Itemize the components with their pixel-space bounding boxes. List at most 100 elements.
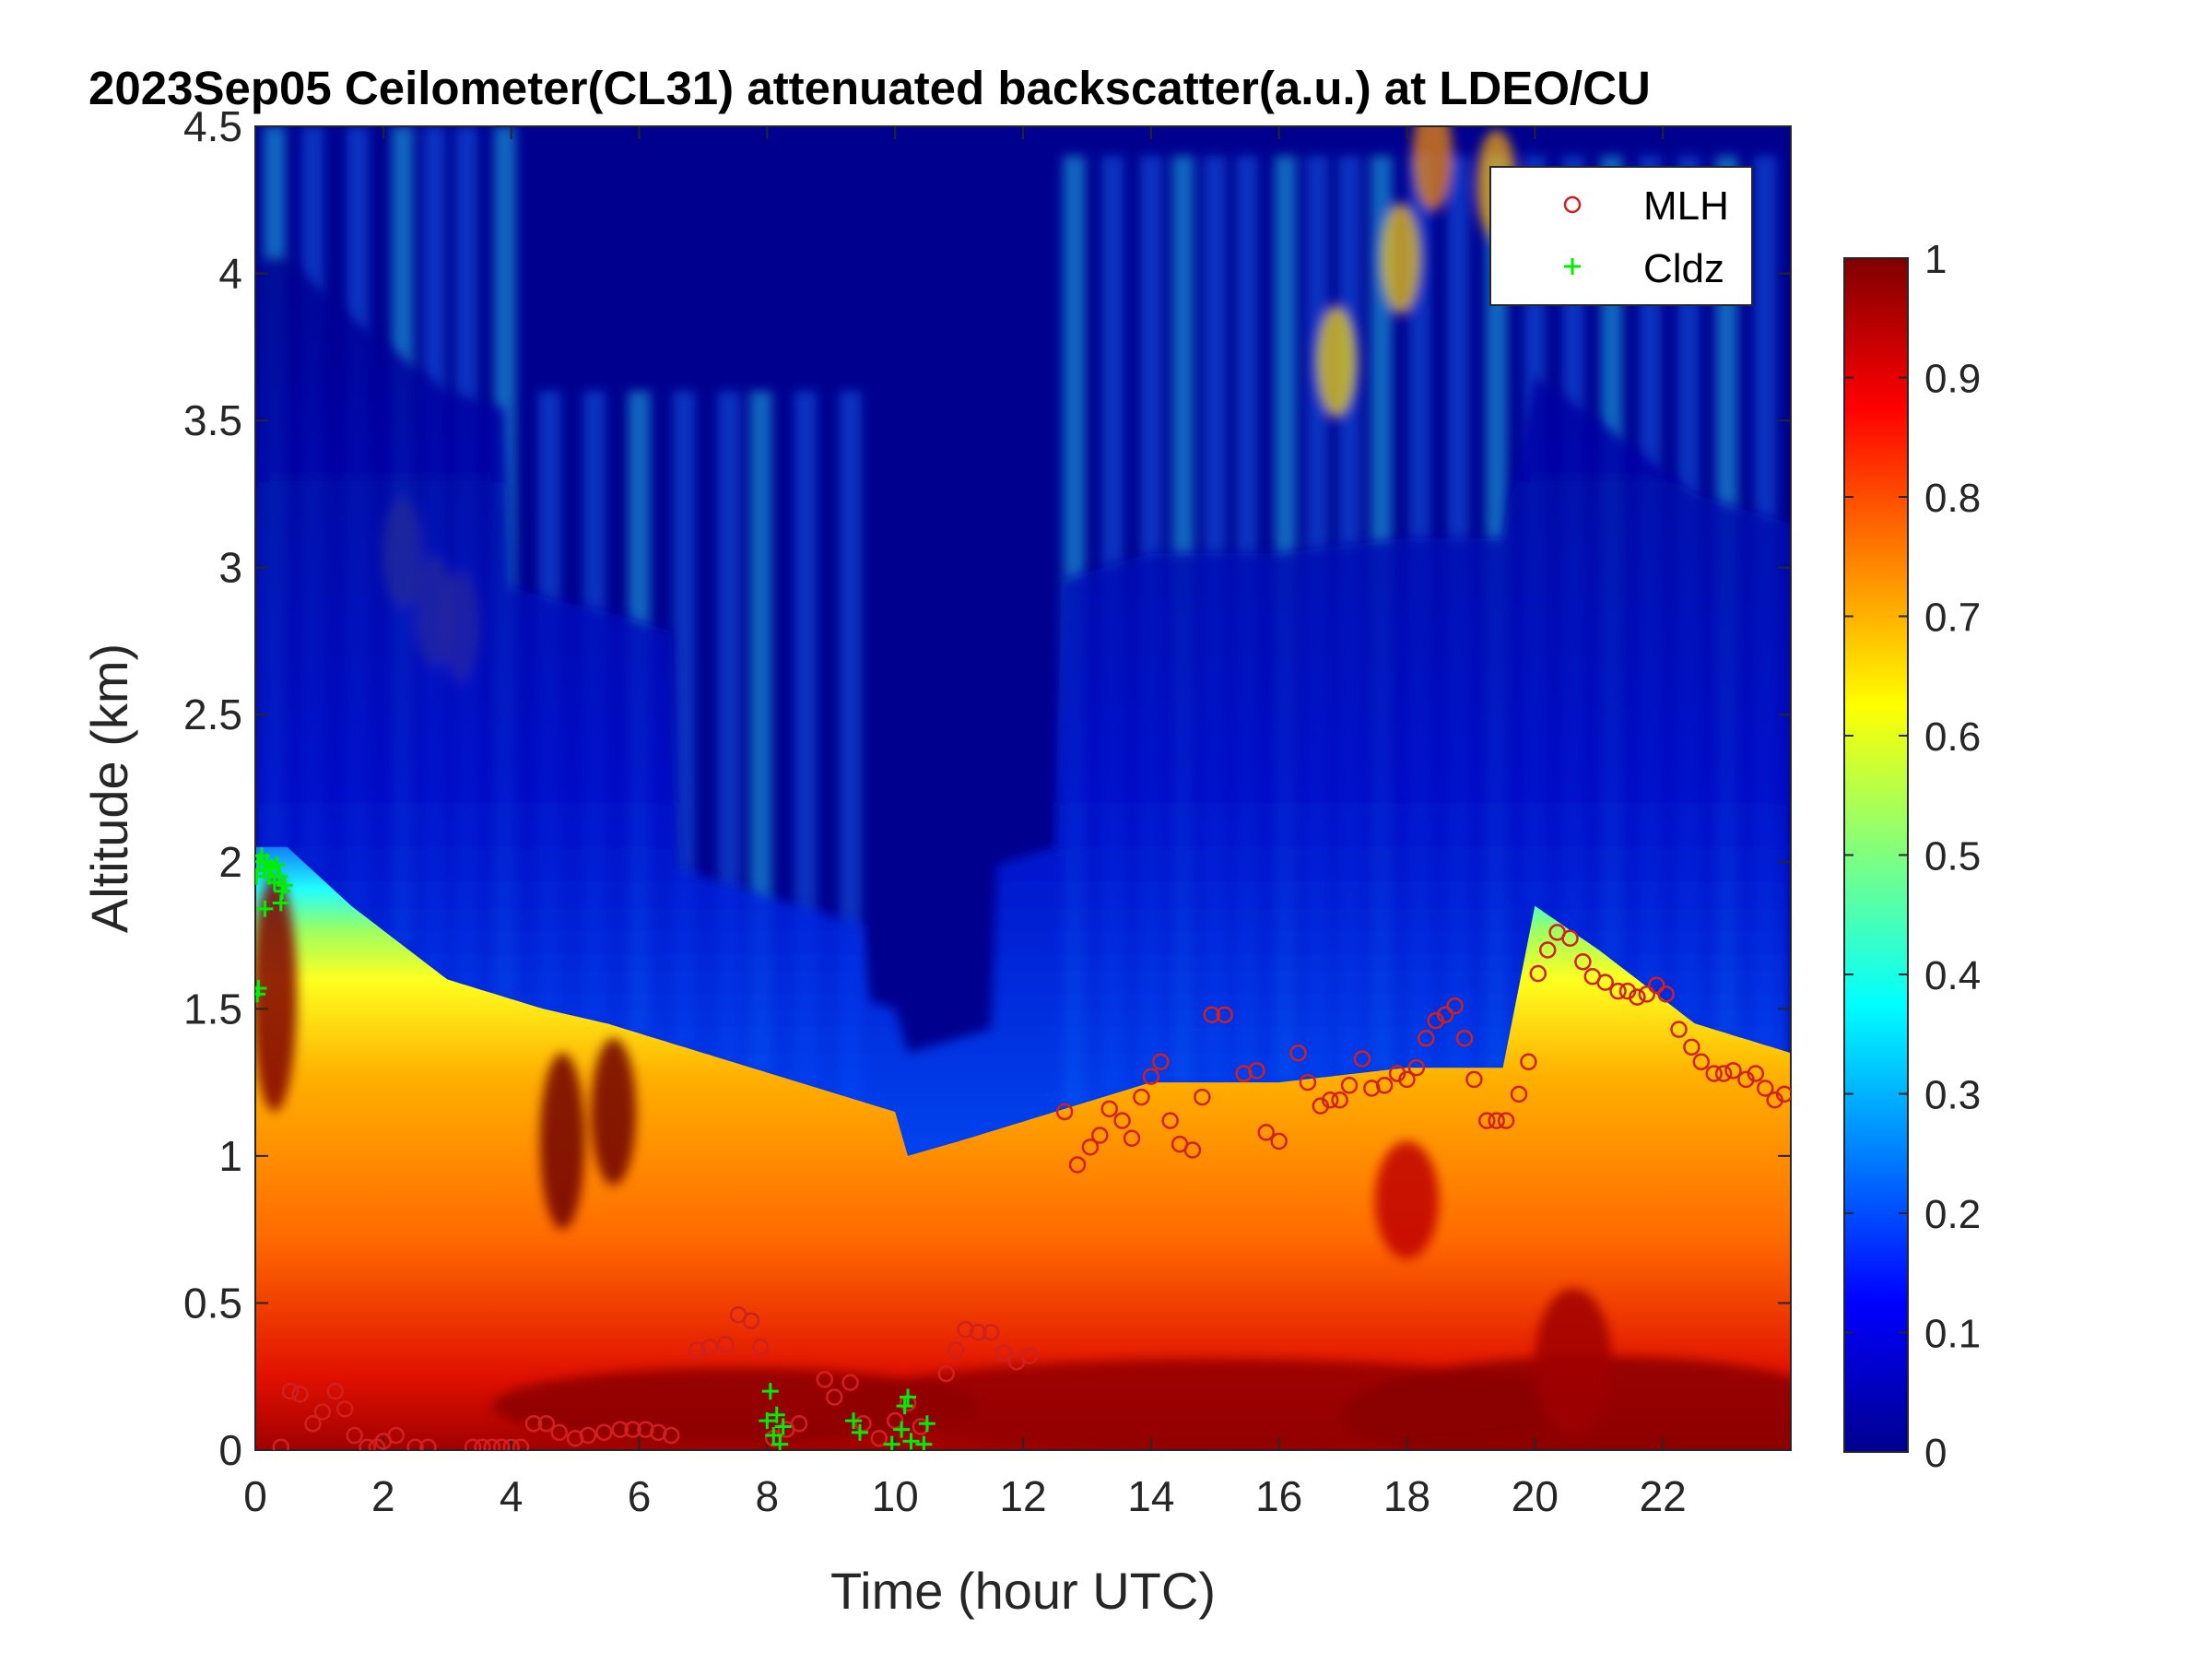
mlh-point bbox=[662, 1426, 680, 1445]
mlh-point bbox=[716, 1335, 735, 1353]
mlh-point bbox=[313, 1403, 332, 1421]
cldz-point bbox=[276, 877, 293, 894]
mlh-point bbox=[1692, 1053, 1711, 1071]
mlh-point bbox=[1133, 1088, 1150, 1106]
colorbar-tick-label: 0.5 bbox=[1924, 834, 1981, 879]
mlh-point bbox=[1418, 1029, 1435, 1047]
y-tick-label: 1 bbox=[218, 1132, 242, 1180]
mlh-point bbox=[1248, 1062, 1265, 1080]
mlh-point bbox=[611, 1421, 629, 1438]
mlh-point bbox=[387, 1426, 405, 1445]
mlh-point bbox=[1321, 1092, 1339, 1109]
mlh-point bbox=[493, 1438, 511, 1450]
cldz-point bbox=[918, 1415, 935, 1433]
mlh-point bbox=[1203, 1006, 1221, 1023]
colorbar-tick-label: 0.9 bbox=[1924, 357, 1981, 402]
x-tick-label: 18 bbox=[1383, 1472, 1430, 1520]
backscatter-hotspot bbox=[255, 876, 298, 1112]
cldz-point bbox=[902, 1433, 920, 1450]
mlh-point bbox=[579, 1426, 597, 1445]
mlh-point bbox=[790, 1415, 808, 1433]
x-axis-label: Time (hour UTC) bbox=[830, 1562, 1216, 1620]
mlh-point bbox=[1510, 1085, 1528, 1103]
y-tick-label: 2 bbox=[218, 838, 242, 886]
boundary-layer bbox=[255, 846, 1791, 1450]
mlh-point bbox=[1629, 988, 1646, 1006]
mlh-point bbox=[524, 1415, 543, 1433]
mlh-point bbox=[595, 1423, 613, 1442]
mlh-point bbox=[1270, 1132, 1288, 1151]
mlh-point bbox=[1747, 1065, 1765, 1082]
legend-cldz-label: Cldz bbox=[1643, 246, 1724, 291]
mlh-point bbox=[1363, 1080, 1381, 1097]
y-tick-label: 0.5 bbox=[183, 1279, 242, 1327]
x-tick-label: 4 bbox=[500, 1472, 524, 1520]
x-tick-label: 16 bbox=[1255, 1472, 1302, 1520]
mlh-point bbox=[512, 1438, 530, 1450]
x-tick-label: 10 bbox=[872, 1472, 919, 1520]
mlh-point bbox=[1081, 1139, 1100, 1156]
colorbar-ticks: 0 0.1 0.2 0.3 0.4 0.5 0.6 0.7 0.8 0.9 1 bbox=[1844, 237, 1981, 1476]
mlh-point bbox=[1609, 982, 1627, 1000]
mlh-point bbox=[1235, 1065, 1253, 1082]
mlh-point bbox=[281, 1382, 300, 1400]
cldz-point bbox=[256, 900, 274, 917]
y-tick-label: 3.5 bbox=[183, 396, 242, 444]
cldz-point bbox=[774, 1418, 792, 1435]
cldz-point bbox=[771, 1435, 789, 1450]
mlh-point bbox=[1257, 1124, 1276, 1141]
mlh-point bbox=[1113, 1112, 1131, 1129]
mlh-point bbox=[419, 1438, 437, 1450]
mlh-point bbox=[1068, 1156, 1087, 1174]
mlh-point bbox=[1538, 941, 1557, 959]
mlh-point bbox=[1375, 1077, 1394, 1094]
aerosol-patch bbox=[1412, 126, 1453, 211]
colorbar-tick-label: 0.3 bbox=[1924, 1073, 1981, 1118]
cldz-point bbox=[900, 1388, 917, 1406]
mlh-point bbox=[742, 1312, 760, 1329]
mlh-point bbox=[291, 1386, 309, 1403]
x-tick-label: 0 bbox=[243, 1472, 267, 1520]
colorbar-tick-label: 0.8 bbox=[1924, 476, 1981, 521]
mlh-point bbox=[1455, 1029, 1474, 1047]
mlh-point bbox=[994, 1344, 1013, 1362]
mlh-point bbox=[816, 1371, 834, 1388]
mlh-point bbox=[854, 1415, 872, 1433]
mlh-point bbox=[1142, 1068, 1160, 1085]
cldz-point bbox=[851, 1423, 868, 1441]
x-tick-label: 14 bbox=[1127, 1472, 1174, 1520]
colorbar: 0 0.1 0.2 0.3 0.4 0.5 0.6 0.7 0.8 0.9 1 bbox=[1843, 237, 1981, 1476]
mlh-point bbox=[688, 1341, 706, 1359]
mlh-point bbox=[406, 1438, 424, 1450]
mlh-point bbox=[947, 1341, 965, 1359]
legend-cldz-marker bbox=[1564, 258, 1581, 275]
colorbar-tick-label: 0.2 bbox=[1924, 1192, 1981, 1237]
mlh-point bbox=[1724, 1062, 1742, 1080]
mlh-point bbox=[937, 1364, 955, 1383]
mlh-point bbox=[1398, 1070, 1416, 1089]
mlh-point bbox=[483, 1438, 501, 1450]
mlh-point bbox=[1446, 997, 1464, 1015]
mlh-point bbox=[1638, 985, 1656, 1003]
mlh-point bbox=[982, 1324, 1000, 1341]
mlh-point bbox=[1194, 1088, 1211, 1106]
markers bbox=[255, 847, 1791, 1450]
mlh-point bbox=[1714, 1065, 1733, 1082]
mlh-point bbox=[624, 1421, 641, 1438]
x-tick-label: 12 bbox=[999, 1472, 1046, 1520]
chart-title: 2023Sep05 Ceilometer(CL31) attenuated ba… bbox=[88, 62, 1651, 114]
x-tick-label: 6 bbox=[628, 1472, 652, 1520]
x-tick-label: 22 bbox=[1640, 1472, 1687, 1520]
mlh-point bbox=[1657, 985, 1675, 1003]
cldz-point bbox=[896, 1398, 913, 1415]
mlh-point bbox=[1478, 1112, 1496, 1129]
mlh-point bbox=[1055, 1103, 1074, 1121]
y-tick-label: 0 bbox=[218, 1426, 242, 1474]
mlh-point bbox=[1529, 964, 1547, 983]
cldz-point bbox=[915, 1435, 933, 1450]
backscatter-hotspot bbox=[539, 1053, 585, 1230]
y-tick-label: 3 bbox=[218, 544, 242, 592]
cldz-point bbox=[883, 1435, 900, 1450]
cldz-point bbox=[271, 867, 288, 885]
mlh-point bbox=[1465, 1070, 1483, 1089]
